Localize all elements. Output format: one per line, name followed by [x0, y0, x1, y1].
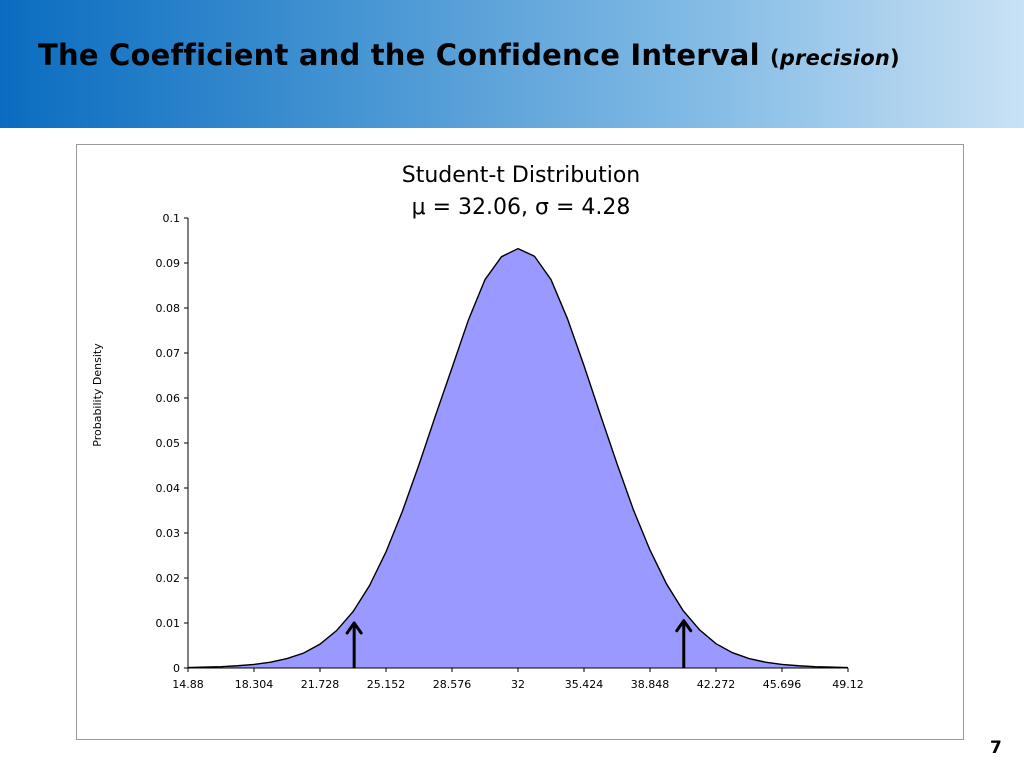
- x-tick-label: 38.848: [631, 678, 670, 691]
- y-axis-label: Probability Density: [91, 343, 104, 447]
- x-tick-label: 28.576: [433, 678, 472, 691]
- x-tick-label: 35.424: [565, 678, 604, 691]
- title-bar: The Coefficient and the Confidence Inter…: [0, 0, 1024, 128]
- slide-title-main: The Coefficient and the Confidence Inter…: [38, 38, 760, 72]
- density-area: [188, 248, 848, 668]
- x-tick-label: 42.272: [697, 678, 736, 691]
- y-tick-label: 0.06: [156, 392, 181, 405]
- confidence-arrow-head: [675, 619, 693, 633]
- x-tick-label: 45.696: [763, 678, 802, 691]
- y-tick-label: 0.02: [156, 572, 181, 585]
- chart-plot: 0 0.01 0.02 0.03 0.04 0.05 0.06 0.07 0.08 0.09 0.1…: [91, 212, 864, 691]
- y-tick-label: 0.07: [156, 347, 181, 360]
- x-tick-label: 32: [511, 678, 525, 691]
- page-number: 7: [990, 738, 1002, 758]
- y-tick-label: 0: [173, 662, 180, 675]
- x-tick-label: 21.728: [301, 678, 340, 691]
- slide-title-close-paren: ): [889, 46, 900, 70]
- chart-frame: Student-t Distribution μ = 32.06, σ = 4.…: [76, 144, 964, 740]
- y-tick-label: 0.1: [163, 212, 181, 225]
- chart-title: Student-t Distribution: [401, 163, 641, 188]
- slide-title: The Coefficient and the Confidence Inter…: [38, 38, 900, 72]
- y-tick-label: 0.09: [156, 257, 181, 270]
- y-tick-label: 0.08: [156, 302, 181, 315]
- x-tick-label: 49.12: [832, 678, 864, 691]
- chart-subtitle: μ = 32.06, σ = 4.28: [411, 195, 631, 220]
- x-tick-label: 14.88: [172, 678, 204, 691]
- x-tick-label: 25.152: [367, 678, 406, 691]
- y-tick-label: 0.01: [156, 617, 181, 630]
- slide-title-open-paren: (: [770, 46, 780, 70]
- x-tick-label: 18.304: [235, 678, 274, 691]
- y-tick-label: 0.03: [156, 527, 181, 540]
- y-tick-label: 0.04: [156, 482, 181, 495]
- slide-title-emphasis: precision: [779, 46, 890, 70]
- density-curve: [187, 247, 849, 669]
- y-tick-label: 0.05: [156, 437, 181, 450]
- confidence-arrow-head: [345, 621, 363, 635]
